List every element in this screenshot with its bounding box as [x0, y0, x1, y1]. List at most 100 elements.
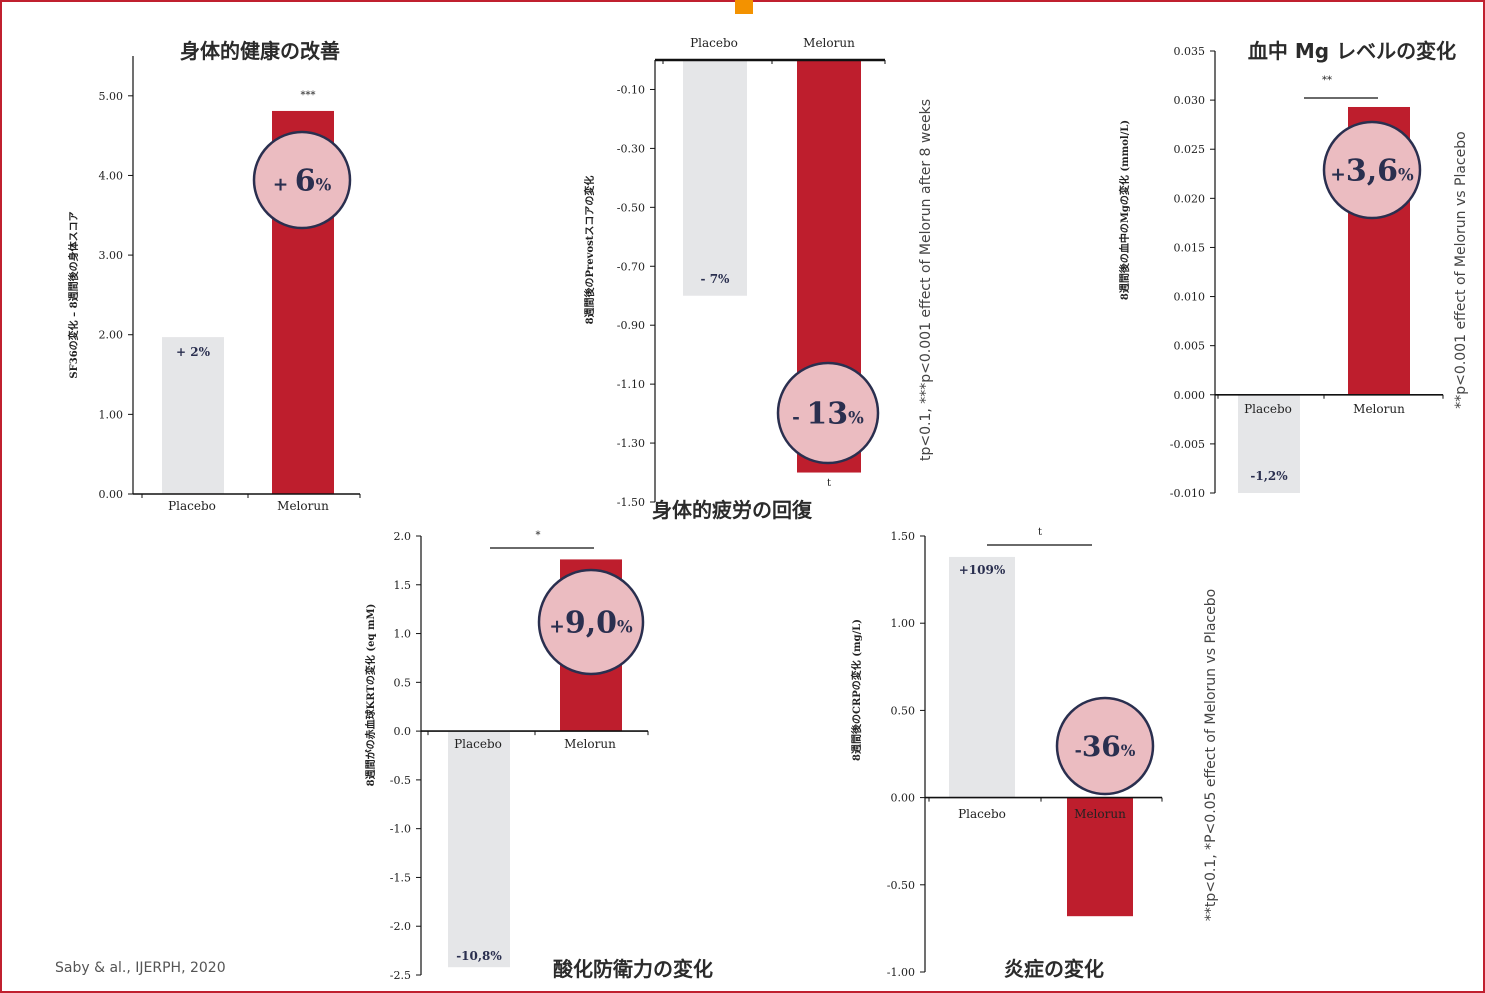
- y-tick-label: 1.00: [99, 408, 124, 421]
- y-ticks: -0.10 -0.30 -0.50 -0.70 -0.90 -1.10 -1.30 -1.50: [617, 83, 655, 509]
- y-tick-label: 0.005: [1174, 340, 1206, 353]
- y-tick-label: -0.50: [887, 879, 915, 892]
- percent-change-badge: [776, 361, 880, 465]
- category-label: Melorun: [1353, 402, 1405, 416]
- bar-percent-label: - 7%: [701, 272, 731, 286]
- y-tick-label: -0.005: [1170, 438, 1205, 451]
- chart-title: 炎症の変化: [1004, 957, 1104, 981]
- category-label: Melorun: [1074, 807, 1126, 821]
- chart-physical: 身体的健康の改善 SF36の変化 – 8週間後の身体スコア 0.00 1.00 2.…: [67, 39, 361, 513]
- chart-title: 血中 Mg レベルの変化: [1248, 39, 1456, 63]
- stat-note: **p<0.001 effect of Melorun vs Placebo: [1453, 131, 1469, 408]
- y-tick-label: 2.00: [99, 329, 124, 342]
- chart-fatigue: 身体的疲労の回復 8週間後のPrevostスコアの変化 tp<0.1, ***p…: [583, 36, 934, 522]
- y-tick-label: -1.10: [617, 378, 645, 391]
- badge-text: + 6%: [273, 164, 332, 199]
- y-tick-label: 0.030: [1174, 94, 1206, 107]
- y-tick-label: 5.00: [99, 90, 124, 103]
- y-tick-label: -0.50: [617, 201, 645, 214]
- citation: Saby & al., IJERPH, 2020: [55, 960, 226, 976]
- bar-melorun: [1067, 797, 1133, 917]
- bar-placebo: [1238, 394, 1300, 493]
- bar-percent-label: -10,8%: [456, 949, 502, 963]
- badge-text: +9,0%: [549, 606, 633, 641]
- y-axis-label: 8週間がの赤血球KRTの変化 (eq mM): [364, 604, 377, 787]
- category-label: Placebo: [1244, 402, 1292, 416]
- bar-percent-label: -1,2%: [1250, 469, 1288, 483]
- y-tick-label: -1.0: [390, 823, 411, 836]
- bars: [949, 556, 1133, 917]
- y-tick-label: 0.010: [1174, 291, 1206, 304]
- significance-marker: **: [1322, 75, 1332, 86]
- y-tick-label: -0.70: [617, 260, 645, 273]
- y-ticks: -1.00 -0.50 0.00 0.50 1.00 1.50: [887, 530, 925, 979]
- percent-change-badge: [537, 568, 645, 676]
- badge-text: - 13%: [792, 397, 864, 432]
- stat-note: tp<0.1, ***p<0.001 effect of Melorun aft…: [918, 99, 934, 461]
- y-axis-label: SF36の変化 – 8週間後の身体スコア: [67, 211, 80, 378]
- percent-change-badge: [1322, 120, 1422, 220]
- y-tick-label: 3.00: [99, 249, 124, 262]
- y-tick-label: -2.5: [390, 969, 411, 982]
- y-tick-label: 0.020: [1174, 192, 1206, 205]
- significance-marker: t: [1038, 527, 1042, 538]
- category-label: Placebo: [454, 737, 502, 751]
- percent-change-badge: [252, 130, 352, 230]
- chart-title: 身体的疲労の回復: [652, 498, 813, 522]
- y-tick-label: 1.00: [891, 617, 916, 630]
- bar-percent-label: +109%: [959, 563, 1006, 577]
- y-tick-label: -1.30: [617, 437, 645, 450]
- stat-note: **tp<0.1, *P<0.05 effect of Melorun vs P…: [1203, 589, 1219, 921]
- y-tick-label: -1.5: [390, 871, 411, 884]
- y-tick-label: 0.00: [891, 792, 916, 805]
- y-tick-label: 1.0: [394, 628, 412, 641]
- y-ticks: -0.010 -0.005 0.000 0.005 0.010 0.015 0.020 0.0…: [1170, 45, 1215, 500]
- y-tick-label: 0.015: [1174, 241, 1206, 254]
- chart-title: 身体的健康の改善: [180, 39, 340, 63]
- category-label: Melorun: [277, 499, 329, 513]
- chart-magnesium: 血中 Mg レベルの変化 8週間後の血中のMgの変化 (mmol/L) **p<…: [1118, 39, 1469, 500]
- y-tick-label: -0.30: [617, 142, 645, 155]
- y-tick-label: 0.035: [1174, 45, 1206, 58]
- y-ticks: 0.00 1.00 2.00 3.00 4.00 5.00: [99, 90, 133, 501]
- badge-text: -36%: [1075, 730, 1136, 763]
- y-tick-label: -1.50: [617, 496, 645, 509]
- bar-placebo: [949, 556, 1015, 798]
- significance-marker: ***: [301, 90, 316, 101]
- y-tick-label: -0.5: [390, 774, 411, 787]
- y-tick-label: 0.000: [1174, 389, 1206, 402]
- y-tick-label: 0.00: [99, 488, 124, 501]
- bar-percent-label: + 2%: [176, 345, 211, 359]
- y-tick-label: -0.10: [617, 83, 645, 96]
- y-tick-label: 2.0: [394, 530, 412, 543]
- category-label: Placebo: [958, 807, 1006, 821]
- y-ticks: -2.5 -2.0 -1.5 -1.0 -0.5 0.0 0.5 1.0 1.5 2.0: [390, 530, 421, 982]
- chart-inflammation: 炎症の変化 8週間後のCRPの変化 (mg/L) **tp<0.1, *P<0.…: [850, 527, 1219, 981]
- y-tick-label: -0.010: [1170, 487, 1205, 500]
- y-axis-label: 8週間後のCRPの変化 (mg/L): [850, 619, 863, 761]
- category-label: Placebo: [690, 36, 738, 50]
- y-tick-label: 0.025: [1174, 143, 1206, 156]
- y-axis-label: 8週間後のPrevostスコアの変化: [583, 176, 596, 325]
- bar-placebo: [448, 731, 510, 968]
- y-tick-label: -2.0: [390, 920, 411, 933]
- category-label: Melorun: [803, 36, 855, 50]
- chart-antioxidant: 酸化防衛力の変化 8週間がの赤血球KRTの変化 (eq mM) -2.5 -2.0…: [364, 530, 713, 982]
- orange-accent-tab: [735, 0, 753, 14]
- y-tick-label: 4.00: [99, 169, 124, 182]
- y-tick-label: -1.00: [887, 966, 915, 979]
- bar-placebo: [683, 60, 747, 296]
- category-label: Placebo: [168, 499, 216, 513]
- y-tick-label: 1.50: [891, 530, 916, 543]
- chart-title: 酸化防衛力の変化: [553, 957, 713, 981]
- y-tick-label: -0.90: [617, 319, 645, 332]
- y-axis-label: 8週間後の血中のMgの変化 (mmol/L): [1118, 120, 1131, 300]
- bar-placebo: [162, 337, 224, 494]
- percent-change-badge: [1055, 696, 1155, 796]
- y-tick-label: 0.50: [891, 704, 916, 717]
- y-tick-label: 1.5: [394, 579, 412, 592]
- badge-text: +3,6%: [1330, 154, 1414, 189]
- significance-marker: *: [536, 530, 541, 541]
- y-tick-label: 0.5: [394, 676, 412, 689]
